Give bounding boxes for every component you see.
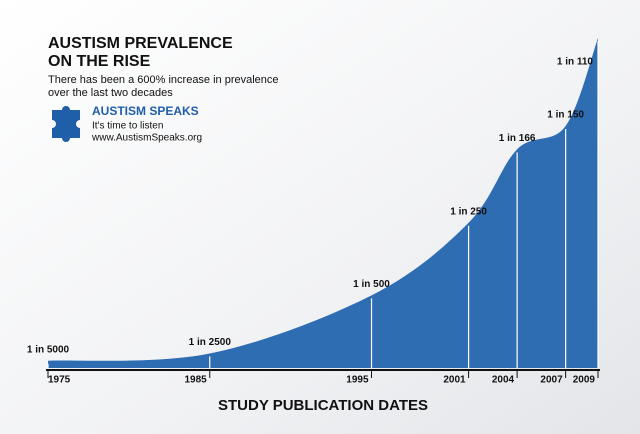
subtitle: over the last two decades [48,87,173,99]
puzzle-logo [52,106,80,142]
x-tick-label: 2004 [492,375,515,386]
subtitle: There has been a 600% increase in preval… [48,74,279,86]
logo-url: www.AustismSpeaks.org [91,133,202,144]
logo-tagline: It's time to listen [92,121,163,132]
data-label: 1 in 250 [450,206,487,217]
x-tick-label: 2007 [540,375,563,386]
x-tick-label: 2009 [573,375,596,386]
chart-title: AUSTISM PREVALENCE [48,35,233,52]
x-tick-label: 1985 [185,375,208,386]
x-tick-label: 1995 [346,375,369,386]
data-label: 1 in 166 [499,133,536,144]
x-tick-label: 2001 [443,375,466,386]
data-label: 1 in 150 [547,110,584,121]
chart-title: ON THE RISE [48,53,151,70]
x-axis-label: STUDY PUBLICATION DATES [218,397,428,414]
x-tick-label: 1975 [48,375,71,386]
area [48,38,598,368]
data-label: 1 in 500 [353,279,390,290]
logo-name: AUSTISM SPEAKS [92,104,199,118]
data-label: 1 in 110 [557,57,594,68]
data-label: 1 in 5000 [27,344,70,355]
data-label: 1 in 2500 [189,337,232,348]
